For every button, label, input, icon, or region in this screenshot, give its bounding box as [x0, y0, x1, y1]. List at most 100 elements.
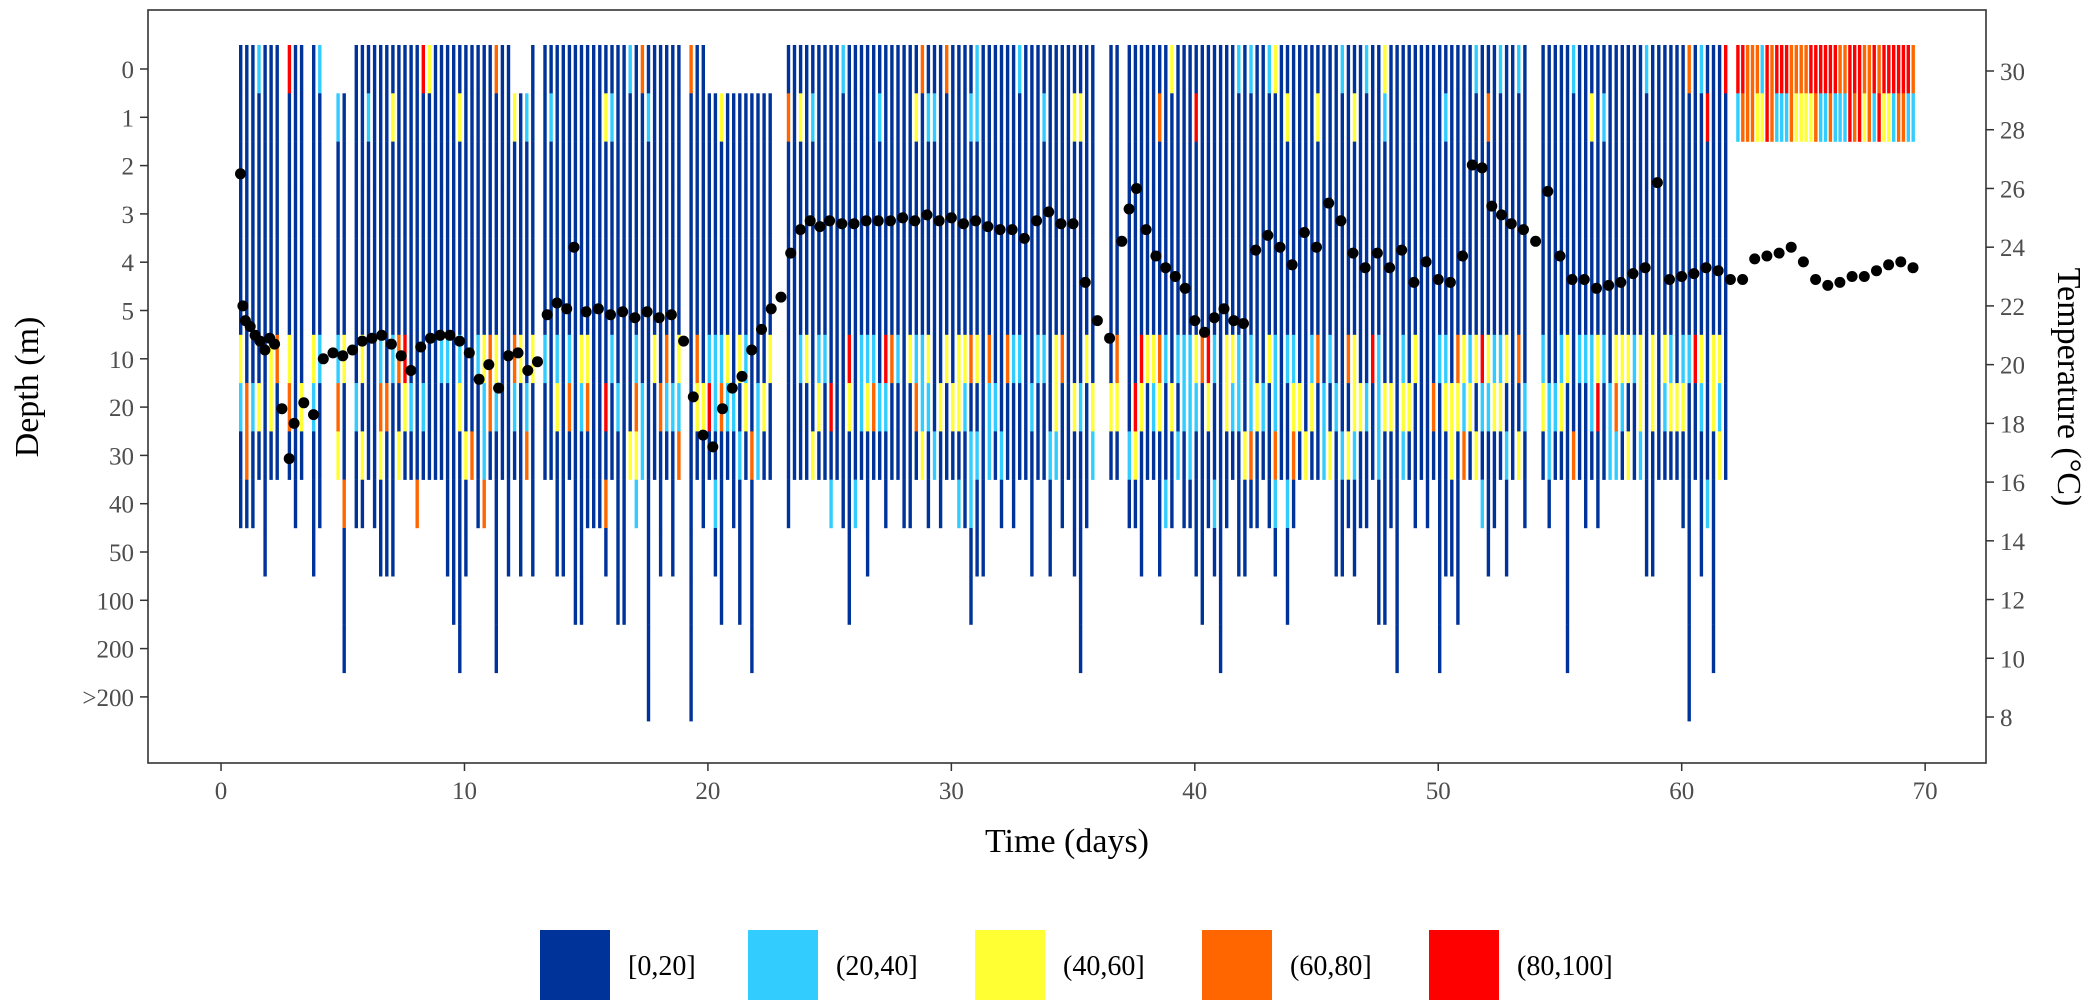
occupancy-cell — [902, 334, 906, 384]
occupancy-cell — [750, 93, 754, 142]
occupancy-cell — [1681, 431, 1685, 480]
occupancy-cell — [439, 45, 444, 94]
occupancy-cell — [969, 45, 973, 94]
occupancy-cell — [610, 431, 614, 480]
occupancy-cell — [1565, 286, 1570, 335]
occupancy-cell — [1657, 334, 1661, 384]
occupancy-cell — [257, 238, 261, 287]
occupancy-cell — [1547, 431, 1551, 480]
occupancy-cell — [1145, 334, 1150, 384]
occupancy-cell — [1249, 93, 1253, 142]
occupancy-cell — [689, 93, 693, 142]
occupancy-cell — [397, 286, 401, 335]
occupancy-cell — [1182, 383, 1186, 432]
temperature-point — [1208, 312, 1220, 324]
occupancy-cell — [1158, 286, 1162, 335]
time-tick-label: 60 — [1669, 778, 1694, 805]
occupancy-cell — [1492, 189, 1497, 239]
occupancy-cell — [1054, 45, 1058, 94]
occupancy-cell — [738, 141, 742, 191]
occupancy-cell — [1669, 286, 1673, 335]
occupancy-cell — [1078, 141, 1083, 191]
occupancy-cell — [1237, 431, 1241, 480]
occupancy-cell — [1255, 286, 1259, 335]
occupancy-cell — [1346, 431, 1351, 480]
occupancy-cell — [938, 45, 943, 94]
occupancy-cell — [470, 45, 474, 94]
occupancy-cell — [1078, 189, 1083, 239]
occupancy-cell — [671, 189, 675, 239]
occupancy-cell — [701, 286, 705, 335]
temperature-point — [1274, 241, 1286, 253]
temperature-point — [1018, 232, 1030, 244]
occupancy-cell — [239, 189, 243, 239]
occupancy-cell — [890, 189, 894, 239]
occupancy-cell — [598, 189, 602, 239]
occupancy-cell — [1188, 141, 1192, 191]
occupancy-cell — [713, 93, 718, 142]
occupancy-cell — [439, 189, 444, 239]
occupancy-cell — [239, 479, 243, 529]
occupancy-cell — [884, 238, 888, 287]
occupancy-cell — [1456, 383, 1460, 432]
occupancy-cell — [908, 45, 912, 94]
occupancy-cell — [1547, 334, 1551, 384]
occupancy-cell — [421, 334, 425, 384]
occupancy-cell — [1322, 431, 1326, 480]
occupancy-cell — [1042, 141, 1046, 191]
occupancy-cell — [938, 479, 943, 529]
occupancy-cell — [975, 189, 979, 239]
occupancy-cell — [1675, 334, 1679, 384]
occupancy-cell — [1358, 286, 1363, 335]
occupancy-cell — [622, 576, 626, 625]
occupancy-cell — [1364, 334, 1369, 384]
occupancy-cell — [391, 189, 395, 239]
occupancy-cell — [1243, 479, 1247, 529]
occupancy-cell — [445, 334, 450, 384]
temperature-point — [424, 332, 436, 344]
occupancy-cell — [579, 189, 584, 239]
occupancy-cell — [1170, 383, 1174, 432]
occupancy-cell — [598, 383, 602, 432]
occupancy-cell — [1005, 189, 1010, 239]
occupancy-cell — [1340, 286, 1344, 335]
occupancy-cell — [445, 238, 450, 287]
occupancy-cell — [1577, 189, 1582, 239]
occupancy-cell — [1298, 141, 1302, 191]
occupancy-cell — [835, 286, 839, 335]
occupancy-cell — [531, 93, 535, 142]
occupancy-cell — [1675, 93, 1679, 142]
occupancy-cell — [1486, 238, 1491, 287]
occupancy-cell — [1346, 286, 1351, 335]
occupancy-cell — [427, 334, 432, 384]
occupancy-cell — [829, 334, 833, 384]
occupancy-cell — [464, 189, 468, 239]
occupancy-cell — [549, 334, 553, 384]
occupancy-cell — [847, 528, 851, 577]
occupancy-cell — [1413, 238, 1417, 287]
occupancy-cell — [695, 238, 699, 287]
occupancy-cell — [1395, 286, 1399, 335]
occupancy-cell — [1261, 141, 1265, 191]
occupancy-cell — [671, 479, 675, 529]
occupancy-cell — [1158, 238, 1162, 287]
occupancy-cell — [1711, 238, 1716, 287]
occupancy-cell — [1358, 383, 1363, 432]
occupancy-cell — [896, 93, 900, 142]
occupancy-cell — [1182, 93, 1186, 142]
occupancy-cell — [707, 383, 711, 432]
occupancy-cell — [1711, 576, 1716, 625]
occupancy-cell — [1383, 189, 1387, 239]
occupancy-cell — [1705, 431, 1710, 480]
occupancy-cell — [969, 431, 973, 480]
occupancy-cell — [239, 431, 243, 480]
occupancy-cell — [725, 334, 730, 384]
occupancy-cell — [1717, 334, 1722, 384]
occupancy-cell — [452, 334, 456, 384]
temperature-point — [1785, 241, 1797, 253]
occupancy-cell — [543, 238, 547, 287]
occupancy-cell — [525, 334, 529, 384]
occupancy-cell — [1011, 334, 1016, 384]
occupancy-cell — [1705, 286, 1710, 335]
occupancy-cell — [1018, 238, 1022, 287]
